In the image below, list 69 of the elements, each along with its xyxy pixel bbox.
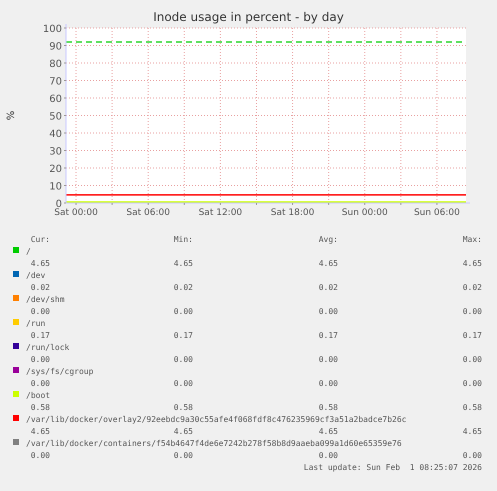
y-tick-label: 20 xyxy=(49,164,62,175)
text: Last update: Sun Feb 1 08:25:07 2026 xyxy=(304,463,482,472)
text: 0.00 xyxy=(174,355,194,364)
y-tick-label: 40 xyxy=(49,129,62,140)
text: 4.65 xyxy=(174,427,194,436)
text: 0.00 xyxy=(318,355,338,364)
text: Max: xyxy=(462,235,482,244)
x-tick-label: Sun 00:00 xyxy=(342,208,388,218)
x-tick-label: Sat 18:00 xyxy=(270,208,315,218)
text: 0.17 xyxy=(174,331,194,340)
text: 0.00 xyxy=(462,379,482,388)
text: 0.00 xyxy=(462,307,482,316)
text: 4.65 xyxy=(318,259,338,268)
text: 0.00 xyxy=(30,379,50,388)
text: 4.65 xyxy=(30,427,50,436)
y-tick-label: 50 xyxy=(49,112,62,122)
y-tick-label: 70 xyxy=(49,76,62,88)
text: 0.00 xyxy=(30,451,50,460)
text: 0.58 xyxy=(318,403,338,412)
text: 0.58 xyxy=(462,403,482,412)
text: 0.58 xyxy=(174,403,194,412)
y-tick-label: 80 xyxy=(49,59,62,70)
text: 0.02 xyxy=(30,283,50,292)
text: 4.65 xyxy=(174,259,194,268)
text: 4.65 xyxy=(30,259,50,268)
y-tick-label: 0 xyxy=(56,199,62,210)
legend-label: /dev xyxy=(26,271,46,280)
y-tick-label: 10 xyxy=(49,182,62,192)
legend-label: / xyxy=(26,247,31,256)
x-tick-label: Sat 00:00 xyxy=(54,208,98,218)
legend-label: /boot xyxy=(26,391,50,400)
y-tick-label: 30 xyxy=(49,146,62,158)
y-tick-label: 90 xyxy=(49,42,62,52)
text: 4.65 xyxy=(462,259,482,268)
text: 0.00 xyxy=(174,379,194,388)
text: 0.17 xyxy=(30,331,50,340)
text: 0.02 xyxy=(318,283,338,292)
legend-label: /run/lock xyxy=(26,343,70,352)
x-tick-label: Sat 12:00 xyxy=(198,208,242,218)
text: 0.17 xyxy=(318,331,338,340)
text: 0.00 xyxy=(318,307,338,316)
legend-label: /var/lib/docker/overlay2/92eebdc9a30c55afe4f068fdf8c476235969cf3a51a2badce7b26c xyxy=(26,415,407,424)
text: 0.58 xyxy=(30,403,50,412)
text: 0.00 xyxy=(462,451,482,460)
text: 0.17 xyxy=(462,331,482,340)
x-tick-label: Sat 06:00 xyxy=(126,208,170,218)
text: 0.00 xyxy=(30,307,50,316)
legend-label: /var/lib/docker/containers/f54b4647f4de6e7242b278f58b8d9aaeba099a1d60e65359e76 xyxy=(26,439,402,448)
text: 4.65 xyxy=(462,427,482,436)
text: 0.00 xyxy=(174,307,194,316)
text: 0.00 xyxy=(462,355,482,364)
text: 0.00 xyxy=(318,451,338,460)
legend-label: /dev/shm xyxy=(26,295,65,304)
y-axis-title: % xyxy=(6,110,17,120)
text: Cur: xyxy=(30,235,50,244)
y-tick-label: 100 xyxy=(42,24,62,35)
y-tick-label: 60 xyxy=(49,94,62,105)
legend-label: /sys/fs/cgroup xyxy=(26,367,94,376)
legend-label: /run xyxy=(26,319,46,328)
text: 0.00 xyxy=(318,379,338,388)
x-tick-label: Sun 06:00 xyxy=(414,208,460,218)
text: 0.02 xyxy=(462,283,482,292)
chart-title: Inode usage in percent - by day xyxy=(153,10,344,24)
text: 0.00 xyxy=(30,355,50,364)
text: 4.65 xyxy=(318,427,338,436)
text: Min: xyxy=(174,235,193,244)
text: 0.00 xyxy=(174,451,194,460)
text: 0.02 xyxy=(174,283,194,292)
text: Avg: xyxy=(318,235,338,244)
